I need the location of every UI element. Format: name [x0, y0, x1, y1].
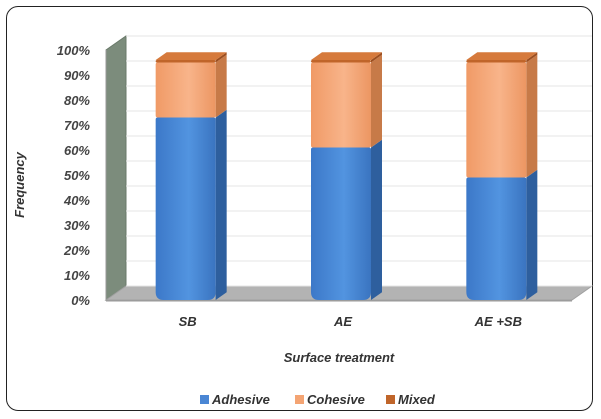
legend-item-adhesive: Adhesive — [200, 392, 270, 407]
y-tick-label: 80% — [64, 93, 90, 108]
y-tick-label: 40% — [63, 193, 90, 208]
bar-cohesive-0 — [155, 54, 227, 118]
x-axis-title: Surface treatment — [284, 350, 395, 365]
bar-mixed-2 — [466, 52, 538, 63]
bar-adhesive-2 — [466, 169, 538, 300]
y-tick-label: 30% — [64, 218, 90, 233]
bar-adhesive-1 — [311, 139, 382, 300]
bar-cohesive-2 — [466, 54, 538, 178]
bar-adhesive-0 — [155, 109, 227, 300]
y-tick-label: 10% — [64, 268, 90, 283]
y-tick-label: 0% — [71, 293, 90, 308]
bar-cohesive-1 — [311, 54, 382, 148]
legend-label: Adhesive — [211, 392, 270, 407]
side-wall — [105, 35, 127, 301]
legend-label: Mixed — [398, 392, 436, 407]
x-tick-label: AE +SB — [474, 314, 522, 329]
legend-label: Cohesive — [307, 392, 365, 407]
legend-item-mixed: Mixed — [386, 392, 436, 407]
bar-mixed-0 — [155, 52, 227, 63]
y-tick-label: 70% — [64, 118, 90, 133]
y-axis-title: Frequency — [12, 151, 27, 218]
legend-swatch — [200, 395, 209, 404]
legend-swatch — [295, 395, 304, 404]
legend-item-cohesive: Cohesive — [295, 392, 365, 407]
legend: Adhesive Cohesive Mixed — [200, 392, 436, 407]
y-tick-label: 100% — [57, 43, 91, 58]
x-tick-label: AE — [333, 314, 352, 329]
legend-swatch — [386, 395, 395, 404]
bar-mixed-1 — [311, 52, 382, 63]
y-tick-label: 50% — [64, 168, 90, 183]
y-tick-label: 60% — [64, 143, 90, 158]
x-tick-label: SB — [179, 314, 197, 329]
y-tick-label: 90% — [64, 68, 90, 83]
x-axis-ticks: SB AE AE +SB — [179, 314, 522, 329]
y-axis-ticks: 0% 10% 20% 30% 40% 50% 60% 70% 80% 90% 100% — [57, 43, 91, 308]
bars — [155, 52, 538, 300]
y-tick-label: 20% — [63, 243, 90, 258]
